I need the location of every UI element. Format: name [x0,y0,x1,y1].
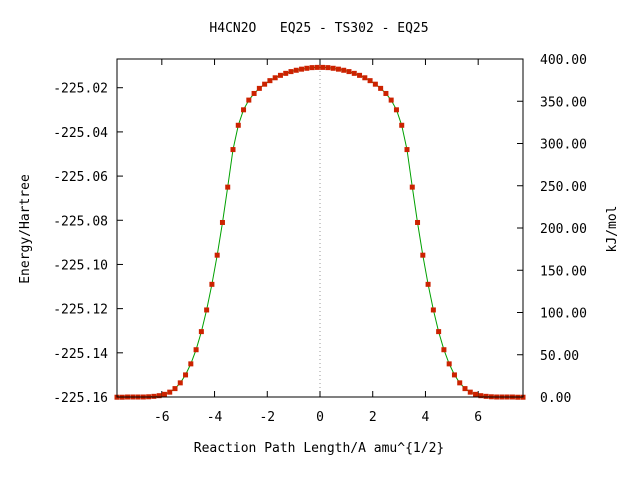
x-tick-label: 6 [474,410,482,425]
data-point [335,66,341,72]
y2-tick-label: 300.00 [540,138,587,153]
data-point [430,307,436,313]
x-tick-label: 0 [316,410,324,425]
data-point [420,252,426,258]
data-point [267,78,273,84]
y2-tick-label: 0.00 [540,391,571,406]
data-point [446,361,452,367]
data-point [478,393,484,399]
data-point [283,70,289,76]
y-tick-label: -225.04 [53,126,108,141]
data-point [304,65,310,71]
chart-title: H4CN2O EQ25 - TS302 - EQ25 [209,21,428,36]
y2-tick-label: 400.00 [540,53,587,68]
data-point [362,75,368,81]
y-tick-label: -225.10 [53,258,108,273]
data-point [246,97,252,103]
data-point [399,122,405,128]
data-point [441,347,447,353]
data-point [372,81,378,87]
data-point [183,372,189,378]
y-tick-label: -225.02 [53,82,108,97]
data-point [293,67,299,73]
data-point [161,391,167,397]
y2-tick-label: 350.00 [540,95,587,110]
data-point [462,386,468,392]
data-point [156,393,162,399]
plot-frame [116,58,524,398]
data-point [256,85,262,91]
data-point [409,184,415,190]
data-point [214,252,220,258]
data-point [346,69,352,75]
x-tick-label: -4 [207,410,223,425]
data-point [393,107,399,113]
data-point [309,65,315,71]
data-point [193,347,199,353]
data-point [241,107,247,113]
data-point [425,281,431,287]
data-point [341,67,347,73]
data-point [325,65,331,71]
data-point [177,380,183,386]
y-tick-label: -225.06 [53,170,108,185]
data-point [204,307,210,313]
y-axis-label: Energy/Hartree [18,174,33,284]
data-point [436,329,442,335]
data-point [314,64,320,70]
data-point [288,69,294,75]
y-tick-label: -225.08 [53,214,108,229]
y-tick-label: -225.16 [53,391,108,406]
y2-tick-label: 100.00 [540,307,587,322]
data-point [404,147,410,153]
data-point [357,72,363,78]
data-point [235,122,241,128]
data-point [262,81,268,87]
data-point [172,386,178,392]
data-point [415,219,421,225]
data-point [299,66,305,72]
x-tick-label: 4 [422,410,430,425]
data-point [351,70,357,76]
y2-tick-label: 150.00 [540,264,587,279]
x-tick-label: 2 [369,410,377,425]
data-point [225,184,231,190]
data-point [483,393,489,399]
data-point [367,78,373,84]
data-point [151,393,157,399]
data-point [388,97,394,103]
data-point [383,90,389,96]
data-point [198,329,204,335]
x-tick-label: -6 [154,410,170,425]
y-tick-label: -225.14 [53,347,108,362]
data-point [209,281,215,287]
data-point [277,72,283,78]
x-axis-label: Reaction Path Length/A amu^{1/2} [194,441,444,456]
data-point [473,391,479,397]
data-point [451,372,457,378]
data-point [188,361,194,367]
x-tick-label: -2 [259,410,275,425]
y2-tick-label: 200.00 [540,222,587,237]
data-point [272,75,278,81]
data-point [320,64,326,70]
data-point [457,380,463,386]
data-point [467,389,473,395]
y2-axis-label: kJ/mol [605,206,620,253]
data-point [330,65,336,71]
plot-layer: -6 -4 -2 0 2 4 6 -225.02 -225.04 -225.06 -225.08 -2… [53,53,587,425]
data-point [230,147,236,153]
data-point [219,219,225,225]
data-point [251,90,257,96]
y2-tick-label: 50.00 [540,349,579,364]
y-tick-label: -225.12 [53,303,108,318]
data-point [378,85,384,91]
data-point [167,389,173,395]
y2-tick-label: 250.00 [540,180,587,195]
